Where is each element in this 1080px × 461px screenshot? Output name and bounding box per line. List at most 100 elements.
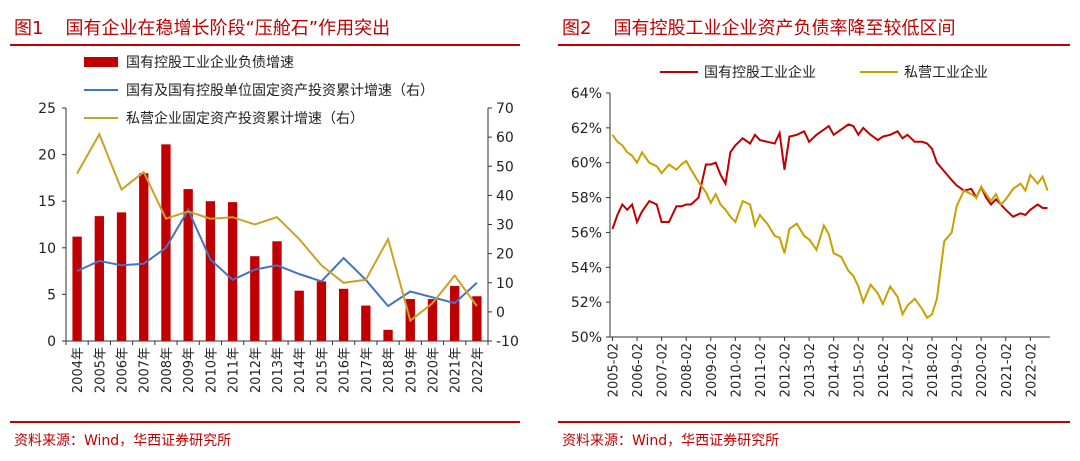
x-tick-label: 2007-02 (656, 343, 671, 397)
x-tick-label: 2013-02 (803, 343, 818, 397)
legend-label: 私营工业企业 (904, 64, 988, 81)
x-tick-label: 2019-02 (951, 343, 966, 397)
right-tick-label: 40 (496, 188, 514, 204)
left-tick-label: 25 (38, 101, 56, 117)
x-tick-label: 2007年 (138, 347, 153, 393)
bar (272, 241, 282, 341)
legend-label: 私营企业固定资产投资累计增速（右） (126, 110, 364, 127)
legend-label: 国有控股工业企业负债增速 (126, 54, 294, 71)
chart-panel-2: 图2 国有控股工业企业资产负债率降至较低区间 50% 52% 54% 56% 58% 60%… (548, 0, 1080, 461)
x-tick-label: 2016-02 (877, 343, 892, 397)
x-tick-label: 2018年 (382, 347, 397, 393)
y-tick-label: 64% (571, 86, 602, 102)
x-tick-label: 2013年 (271, 347, 286, 393)
source-note: 资料来源：Wind，华西证券研究所 (14, 433, 232, 449)
y-tick-label: 52% (571, 295, 602, 311)
right-tick-label: 70 (496, 101, 514, 117)
bar (72, 236, 82, 341)
left-tick-label: 10 (38, 241, 56, 257)
private-investment-line (76, 131, 478, 323)
bar (205, 201, 216, 341)
x-tick-label: 2015-02 (852, 343, 867, 397)
x-tick-label: 2010年 (204, 347, 219, 393)
chart-panel-1: 图1 国有企业在稳增长阶段“压舱石”作用突出 0 5 10 15 20 25 -10 0 10 20… (0, 0, 530, 461)
x-tick-label: 2016年 (338, 347, 353, 393)
footer-rule (558, 421, 1070, 423)
right-tick-label: 30 (496, 218, 514, 234)
right-tick-label: 50 (496, 159, 514, 175)
y-tick-label: 60% (571, 156, 602, 172)
left-tick-label: 5 (47, 287, 56, 303)
x-tick-label: 2011年 (227, 347, 242, 393)
bar (427, 299, 438, 341)
x-tick-label: 2005年 (93, 347, 108, 393)
y-tick-label: 58% (571, 191, 602, 207)
right-tick-label: 0 (496, 305, 505, 321)
bar (94, 216, 104, 341)
bar (294, 290, 304, 341)
x-tick-label: 2019年 (404, 347, 419, 393)
left-tick-label: 15 (38, 194, 56, 210)
x-tick-label: 2021-02 (1000, 343, 1015, 397)
bar (161, 144, 171, 341)
y-tick-label: 56% (571, 225, 602, 241)
x-tick-label: 2014年 (293, 347, 308, 393)
x-tick-label: 2009年 (182, 347, 197, 393)
x-tick-label: 2008-02 (680, 343, 695, 397)
figure-number: 图2 (562, 18, 592, 39)
bar-line-chart: 0 5 10 15 20 25 -10 0 10 20 30 40 50 60 70 2004年 2005年 20… (38, 54, 519, 393)
x-tick-label: 2017年 (360, 347, 375, 393)
bar (361, 305, 371, 341)
y-tick-label: 62% (571, 121, 602, 137)
bar (116, 212, 127, 341)
legend-label: 国有及国有控股单位固定资产投资累计增速（右） (126, 83, 434, 99)
x-tick-label: 2021年 (449, 347, 464, 393)
figure-title: 国有控股工业企业资产负债率降至较低区间 (613, 18, 956, 39)
x-tick-label: 2022年 (471, 347, 486, 393)
x-tick-label: 2006-02 (631, 343, 646, 397)
bar (316, 281, 327, 341)
x-tick-label: 2020年 (426, 347, 441, 393)
x-tick-label: 2017-02 (901, 343, 916, 397)
x-tick-label: 2020-02 (975, 343, 990, 397)
footer-rule (10, 421, 520, 423)
bar (139, 173, 149, 341)
bar (227, 202, 238, 341)
x-tick-label: 2012年 (249, 347, 264, 393)
x-tick-label: 2022-02 (1024, 343, 1039, 397)
line-chart: 50% 52% 54% 56% 58% 60% 62% 64% 2005-02 2006-02 20… (571, 64, 1050, 397)
figure-title: 国有企业在稳增长阶段“压舱石”作用突出 (65, 18, 391, 39)
x-tick-label: 2006年 (116, 347, 131, 393)
left-tick-label: 20 (38, 148, 56, 164)
chart-title-1: 图1 国有企业在稳增长阶段“压舱石”作用突出 (14, 14, 390, 40)
x-tick-label: 2011-02 (754, 343, 769, 397)
title-rule (558, 44, 1070, 46)
state-investment-line (76, 207, 478, 308)
bar (472, 296, 482, 341)
x-tick-label: 2009-02 (705, 343, 720, 397)
bar (338, 288, 349, 341)
title-rule (10, 44, 520, 46)
x-tick-label: 2014-02 (828, 343, 843, 397)
bar (183, 189, 193, 341)
legend-label: 国有控股工业企业 (704, 64, 816, 81)
private-ratio-line (611, 134, 1049, 320)
x-tick-label: 2005-02 (606, 343, 621, 397)
left-tick-label: 0 (47, 334, 56, 350)
chart-title-2: 图2 国有控股工业企业资产负债率降至较低区间 (562, 14, 955, 40)
x-tick-label: 2015年 (315, 347, 330, 393)
right-tick-label: -10 (496, 334, 519, 350)
legend-swatch-bar (84, 57, 118, 67)
x-tick-label: 2004年 (71, 347, 86, 393)
x-tick-label: 2010-02 (729, 343, 744, 397)
right-tick-label: 10 (496, 276, 514, 292)
x-tick-label: 2008年 (160, 347, 175, 393)
source-note: 资料来源：Wind，华西证券研究所 (562, 433, 780, 449)
bar (250, 256, 260, 341)
right-tick-label: 20 (496, 247, 514, 263)
figure-number: 图1 (14, 18, 44, 39)
y-tick-label: 54% (571, 260, 602, 276)
y-tick-label: 50% (571, 330, 602, 346)
x-tick-label: 2018-02 (926, 343, 941, 397)
state-owned-ratio-line (611, 123, 1048, 230)
